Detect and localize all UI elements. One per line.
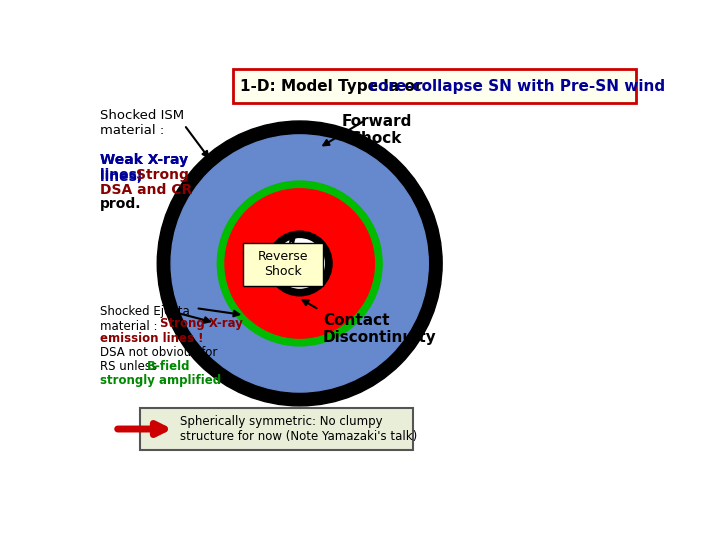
Text: RS unless: RS unless xyxy=(99,360,161,373)
Text: Weak X-ray
lines;: Weak X-ray lines; xyxy=(99,153,188,184)
Text: strongly amplified: strongly amplified xyxy=(99,374,220,387)
Text: Shocked ISM
material :: Shocked ISM material : xyxy=(99,110,184,138)
Text: Forward
Shock: Forward Shock xyxy=(341,114,412,146)
Text: DSA and CR: DSA and CR xyxy=(99,183,192,197)
Text: Strong X-ray: Strong X-ray xyxy=(160,318,243,330)
Circle shape xyxy=(171,135,428,392)
Text: Contact
Discontinuity: Contact Discontinuity xyxy=(323,313,436,345)
FancyBboxPatch shape xyxy=(140,408,413,450)
Text: emission lines !: emission lines ! xyxy=(99,332,203,345)
Circle shape xyxy=(217,181,382,346)
Text: Spherically symmetric: No clumpy
structure for now (Note Yamazaki's talk): Spherically symmetric: No clumpy structu… xyxy=(180,415,418,443)
FancyBboxPatch shape xyxy=(233,70,636,103)
Text: core-collapse SN with Pre-SN wind: core-collapse SN with Pre-SN wind xyxy=(369,79,665,94)
Text: Strong: Strong xyxy=(137,168,189,182)
Text: Weak X-ray: Weak X-ray xyxy=(99,153,188,167)
Text: Reverse
Shock: Reverse Shock xyxy=(258,250,308,278)
Text: 1-D: Model Type Ia or: 1-D: Model Type Ia or xyxy=(240,79,427,94)
Circle shape xyxy=(275,239,324,288)
FancyBboxPatch shape xyxy=(243,242,323,286)
Text: prod.: prod. xyxy=(99,197,141,211)
Text: lines;: lines; xyxy=(99,168,147,182)
Circle shape xyxy=(225,189,374,338)
Circle shape xyxy=(157,121,442,406)
Text: Shocked Ejecta
material :: Shocked Ejecta material : xyxy=(99,305,189,333)
Text: B-field: B-field xyxy=(148,360,191,373)
Circle shape xyxy=(267,231,332,296)
Text: DSA not obvious for: DSA not obvious for xyxy=(99,346,217,359)
